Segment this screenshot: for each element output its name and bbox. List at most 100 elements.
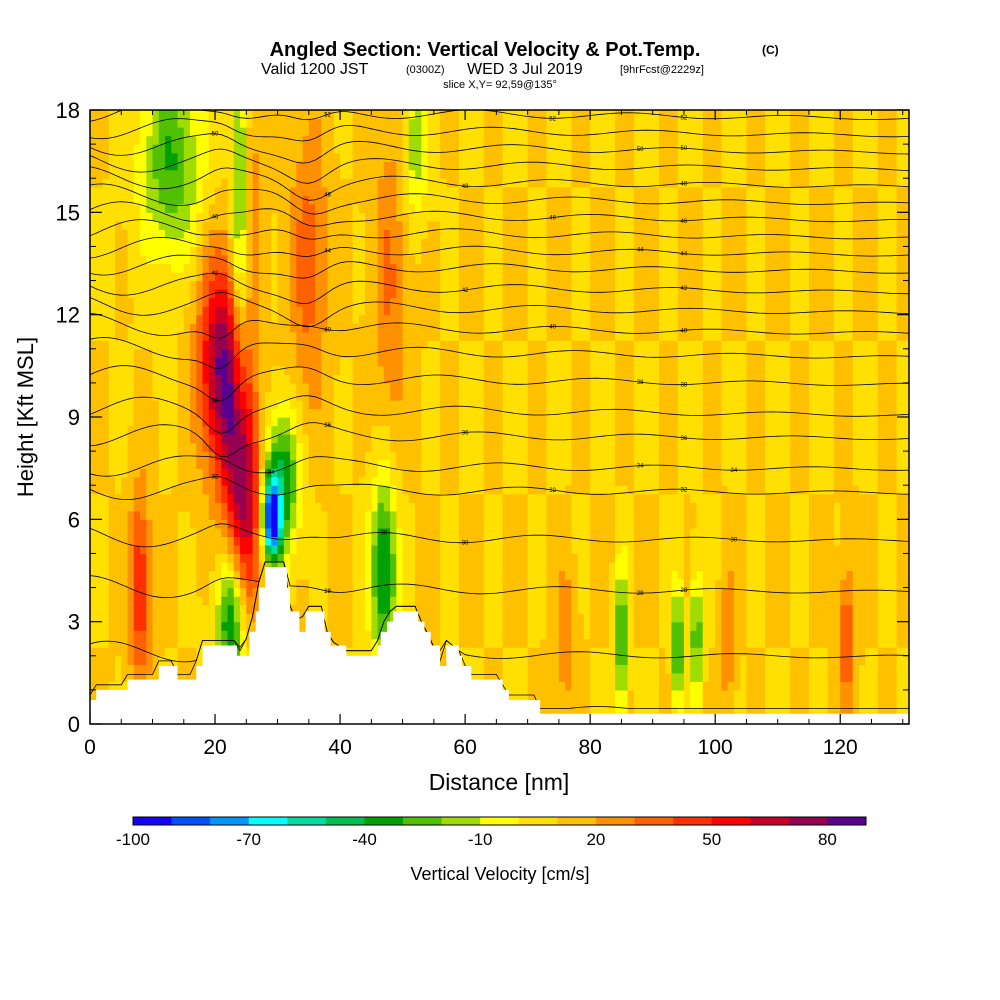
velocity-cell [727, 613, 735, 623]
velocity-cell [333, 638, 341, 648]
velocity-cell [383, 587, 391, 597]
velocity-cell [546, 630, 554, 640]
velocity-cell [515, 417, 522, 427]
velocity-cell [515, 596, 522, 606]
velocity-cell [246, 459, 254, 469]
velocity-cell [496, 417, 504, 427]
velocity-cell [271, 544, 279, 555]
velocity-cell [340, 510, 347, 520]
velocity-cell [227, 425, 235, 435]
velocity-cell [315, 442, 322, 452]
velocity-cell [671, 493, 679, 503]
velocity-cell [865, 596, 873, 606]
velocity-cell [590, 561, 597, 572]
velocity-cell [627, 408, 635, 418]
velocity-cell [240, 502, 247, 512]
velocity-cell [696, 510, 704, 520]
velocity-cell [502, 553, 510, 563]
velocity-cell [727, 706, 735, 717]
velocity-cell [152, 630, 160, 640]
velocity-cell [883, 655, 891, 665]
velocity-cell [821, 519, 829, 529]
velocity-cell [746, 672, 754, 682]
velocity-cell [833, 544, 841, 555]
velocity-cell [490, 664, 497, 674]
velocity-cell [208, 519, 216, 529]
velocity-cell [558, 630, 566, 640]
velocity-cell [871, 630, 879, 640]
velocity-cell [865, 647, 873, 657]
velocity-cell [490, 408, 497, 418]
velocity-cell [333, 527, 341, 537]
velocity-cell [608, 621, 616, 631]
velocity-cell [446, 399, 454, 410]
velocity-cell [177, 536, 185, 546]
velocity-cell [515, 689, 522, 700]
velocity-cell [321, 417, 329, 427]
velocity-cell [433, 408, 441, 418]
velocity-cell [340, 544, 347, 555]
velocity-cell [383, 399, 391, 410]
velocity-cell [633, 468, 641, 478]
velocity-cell [577, 689, 585, 700]
velocity-cell [108, 672, 116, 682]
velocity-cell [515, 399, 522, 410]
velocity-cell [458, 476, 466, 486]
velocity-cell [790, 485, 798, 495]
velocity-cell [533, 613, 541, 623]
velocity-cell [233, 561, 241, 572]
velocity-cell [733, 681, 741, 691]
velocity-cell [583, 689, 591, 700]
velocity-cell [515, 561, 522, 572]
velocity-cell [715, 561, 723, 572]
velocity-cell [190, 553, 197, 563]
velocity-cell [708, 613, 716, 623]
velocity-cell [765, 630, 773, 640]
velocity-cell [652, 399, 660, 410]
velocity-cell [633, 621, 641, 631]
velocity-cell [727, 672, 735, 682]
velocity-cell [571, 570, 579, 580]
velocity-cell [627, 527, 635, 537]
velocity-cell [115, 434, 122, 444]
velocity-cell [765, 536, 773, 546]
velocity-cell [215, 459, 222, 469]
velocity-cell [346, 647, 354, 657]
velocity-cell [177, 417, 185, 427]
velocity-cell [202, 527, 210, 537]
velocity-cell [408, 596, 416, 606]
velocity-cell [846, 681, 854, 691]
velocity-cell [558, 459, 566, 469]
velocity-cell [127, 459, 135, 469]
velocity-cell [615, 476, 623, 486]
velocity-cell [558, 579, 566, 589]
velocity-cell [115, 596, 122, 606]
velocity-cell [821, 544, 829, 555]
velocity-cell [240, 553, 247, 563]
velocity-cell [640, 698, 648, 708]
velocity-cell [371, 519, 379, 529]
velocity-cell [640, 630, 648, 640]
velocity-cell [546, 681, 554, 691]
velocity-cell [146, 553, 154, 563]
velocity-cell [708, 493, 716, 503]
velocity-cell [758, 417, 766, 427]
velocity-cell [758, 647, 766, 657]
velocity-cell [640, 527, 648, 537]
velocity-cell [846, 698, 854, 708]
velocity-cell [171, 476, 179, 486]
velocity-cell [765, 399, 773, 410]
velocity-cell [733, 536, 741, 546]
velocity-cell [608, 459, 616, 469]
velocity-cell [115, 442, 122, 452]
velocity-cell [558, 485, 566, 495]
velocity-cell [577, 706, 585, 717]
velocity-cell [646, 417, 654, 427]
velocity-cell [340, 604, 347, 614]
velocity-cell [146, 672, 154, 682]
velocity-cell [727, 689, 735, 700]
velocity-cell [683, 655, 691, 665]
velocity-cell [702, 527, 710, 537]
velocity-cell [546, 544, 554, 555]
velocity-cell [115, 527, 122, 537]
